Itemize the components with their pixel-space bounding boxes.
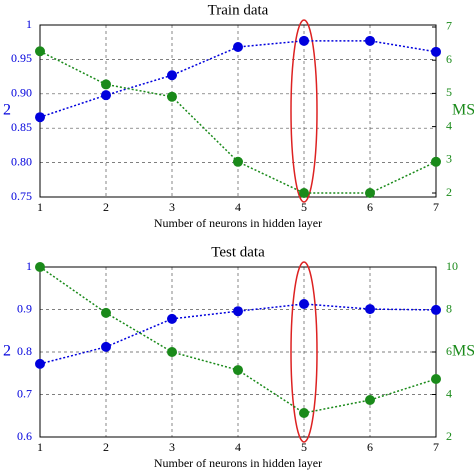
x-tick-label: 3 [169, 440, 175, 454]
y2-tick-label: 6 [446, 344, 452, 358]
y2-tick-label: 3 [446, 152, 452, 166]
x-tick-label: 6 [367, 440, 373, 454]
data-point [35, 262, 45, 272]
data-point [365, 395, 375, 406]
data-point [299, 35, 309, 46]
x-tick-label: 4 [235, 200, 241, 214]
x-axis-label: Number of neurons in hidden layer [154, 216, 322, 230]
data-point [431, 156, 441, 167]
x-tick-label: 7 [433, 200, 439, 214]
x-tick-label: 4 [235, 440, 241, 454]
data-point [101, 341, 111, 352]
data-point [167, 347, 177, 357]
y2-tick-label: 4 [446, 118, 452, 132]
y-tick-label: 0.80 [11, 154, 32, 168]
data-point [299, 407, 309, 418]
x-tick-label: 5 [301, 440, 307, 454]
data-point [233, 42, 243, 53]
data-point [101, 307, 111, 318]
x-tick-label: 7 [433, 440, 439, 454]
plot-frame [39, 24, 437, 198]
data-point [233, 156, 243, 167]
y-tick-label: 0.8 [17, 344, 32, 358]
x-tick-label: 2 [103, 440, 109, 454]
x-axis-label: Number of neurons in hidden layer [154, 456, 322, 470]
data-point [35, 46, 45, 57]
data-point [299, 298, 309, 309]
data-point [233, 365, 243, 376]
data-point [167, 313, 177, 324]
y2-tick-label: 2 [446, 185, 452, 199]
y-axis-label: 2 [3, 343, 11, 360]
chart-title: Train data [208, 2, 269, 18]
data-point [233, 306, 243, 317]
data-point [101, 79, 111, 90]
highlight-ellipse [290, 19, 318, 203]
data-point [35, 358, 45, 369]
y-tick-label: 0.95 [11, 51, 32, 65]
data-point [431, 304, 441, 315]
y-tick-label: 0.9 [17, 301, 32, 315]
data-point [101, 90, 111, 101]
y2-tick-label: 6 [446, 52, 452, 66]
y2-tick-label: 8 [446, 301, 452, 315]
data-point [365, 188, 375, 199]
data-point [365, 304, 375, 315]
y2-axis-label: MS [452, 343, 474, 360]
chart-title: Test data [211, 244, 265, 260]
plot-frame [39, 266, 437, 438]
x-tick-label: 1 [37, 440, 43, 454]
data-point [431, 46, 441, 57]
data-point [431, 373, 441, 384]
y-tick-label: 0.6 [17, 429, 32, 443]
x-tick-label: 2 [103, 200, 109, 214]
x-tick-label: 1 [37, 200, 43, 214]
y2-tick-label: 5 [446, 85, 452, 99]
y2-axis-label: MS [452, 102, 474, 119]
y-tick-label: 1 [26, 17, 32, 31]
highlight-ellipse [290, 261, 318, 443]
y2-tick-label: 2 [446, 429, 452, 443]
y-axis-label: 2 [3, 102, 11, 119]
data-point [299, 188, 309, 199]
data-point [167, 70, 177, 81]
y2-tick-label: 4 [446, 386, 452, 400]
y-tick-label: 0.7 [17, 386, 32, 400]
data-point [365, 35, 375, 46]
data-point [35, 112, 45, 123]
data-point [167, 91, 177, 102]
y2-tick-label: 10 [446, 259, 458, 273]
y-tick-label: 1 [26, 259, 32, 273]
x-tick-label: 6 [367, 200, 373, 214]
y2-tick-label: 7 [446, 19, 452, 33]
y-tick-label: 0.75 [11, 189, 32, 203]
y-tick-label: 0.85 [11, 120, 32, 134]
y-tick-label: 0.90 [11, 86, 32, 100]
x-tick-label: 5 [301, 200, 307, 214]
x-tick-label: 3 [169, 200, 175, 214]
